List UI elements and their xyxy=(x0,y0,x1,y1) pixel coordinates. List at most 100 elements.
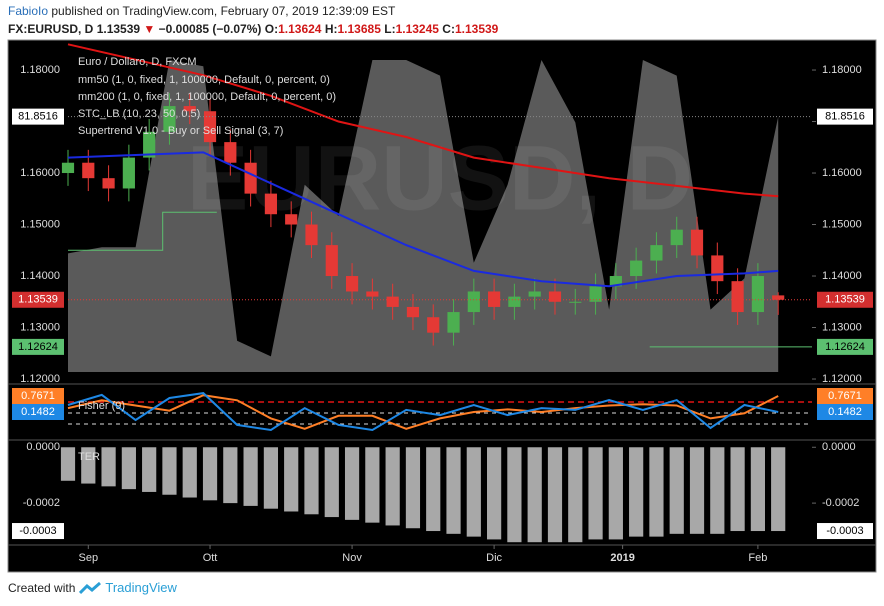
legend-title: Euro / Dollaro, D, FXCM xyxy=(78,56,197,68)
candle-body xyxy=(589,286,602,302)
ter-bar xyxy=(182,447,197,498)
candle-body xyxy=(143,131,156,158)
candle-body xyxy=(650,245,663,261)
ter-bar xyxy=(304,447,319,515)
candle-body xyxy=(569,301,582,303)
ter-bar xyxy=(223,447,238,504)
fisher-tag xyxy=(817,388,873,405)
ter-bar xyxy=(710,447,725,534)
legend-title: Fisher (9) xyxy=(78,400,125,412)
last-price: 1.13539 xyxy=(96,22,141,36)
author[interactable]: FabioIo xyxy=(8,4,49,18)
y-tick-label: 1.16000 xyxy=(822,167,862,179)
ter-bar xyxy=(629,447,644,537)
ter-bar xyxy=(121,447,136,490)
ter-bar xyxy=(365,447,380,523)
ter-bar xyxy=(202,447,218,501)
y-tick-label: 1.14000 xyxy=(20,270,60,282)
published: published on TradingView.com, February 0… xyxy=(51,4,396,18)
ter-bar xyxy=(101,447,116,487)
ohlc-value: 1.13685 xyxy=(337,22,381,36)
candle-body xyxy=(244,162,257,194)
candle-body xyxy=(82,162,95,179)
plot-area: EURUSD, D xyxy=(60,43,812,543)
y-tick-label: 1.18000 xyxy=(20,64,60,76)
candle-body xyxy=(224,142,237,163)
candle-body xyxy=(447,312,460,333)
ter-tag xyxy=(817,523,873,540)
y-tick-label: 0.0000 xyxy=(822,441,856,453)
ohlc-key: L: xyxy=(384,22,396,36)
y-tick-label: 0.0000 xyxy=(26,441,60,453)
quote-line: FX:EURUSD, D 1.13539 ▼ −0.00085 (−0.07%)… xyxy=(8,22,498,36)
price-tag-label: 1.13539 xyxy=(825,294,865,306)
candle-body xyxy=(183,106,196,112)
publish-line: FabioIo published on TradingView.com, Fe… xyxy=(8,4,395,18)
ter-bar xyxy=(162,447,177,495)
ter-bar xyxy=(263,447,279,509)
candle-body xyxy=(772,295,785,300)
candle-body xyxy=(508,296,521,307)
ter-bar xyxy=(405,447,421,529)
candle-body xyxy=(163,106,176,132)
candle-body xyxy=(366,291,379,297)
supertrend-tag xyxy=(12,338,64,355)
ter-tag xyxy=(12,523,64,540)
legend-title: TER xyxy=(78,451,100,463)
candle-body xyxy=(670,229,683,246)
ter-bar xyxy=(446,447,461,534)
ter-bar xyxy=(669,447,684,534)
ter-bar xyxy=(426,447,441,532)
ter-bar xyxy=(385,447,400,526)
fisher-tag-label: 0.1482 xyxy=(828,406,862,418)
y-tick-label: 1.15000 xyxy=(822,218,862,230)
ter-bar xyxy=(284,447,299,512)
y-tick-label: 1.14000 xyxy=(822,270,862,282)
candle-body xyxy=(203,111,217,143)
candle-body xyxy=(427,317,440,333)
ter-bar xyxy=(142,447,157,492)
y-tick-label: 1.13000 xyxy=(20,321,60,333)
ohlc-value: 1.13624 xyxy=(278,22,322,36)
ohlc-key: C: xyxy=(442,22,455,36)
candle-body xyxy=(711,255,724,282)
ter-bar xyxy=(689,447,705,534)
stc-tag-label: 81.8516 xyxy=(18,111,58,123)
candle-body xyxy=(386,296,399,307)
y-tick-label: 1.15000 xyxy=(20,218,60,230)
candle-body xyxy=(731,281,744,313)
ohlc-key: H: xyxy=(324,22,338,36)
ter-bar xyxy=(649,447,664,537)
supertrend-tag-label: 1.12624 xyxy=(825,341,865,353)
fisher-tag-label: 0.7671 xyxy=(21,390,55,402)
candle-body xyxy=(488,291,501,307)
candle-body xyxy=(305,224,318,246)
ter-tag-label: -0.0003 xyxy=(19,525,56,537)
ter-bar xyxy=(324,447,339,518)
candle-body xyxy=(325,245,338,277)
price-tag xyxy=(817,291,873,308)
ter-bar xyxy=(608,447,623,540)
ter-bar xyxy=(487,447,502,540)
x-tick-label: Feb xyxy=(748,552,767,564)
candle-body xyxy=(264,193,277,215)
fisher-tag-label: 0.1482 xyxy=(21,406,55,418)
footer: Created with TradingView xyxy=(8,580,177,595)
ter-bar xyxy=(243,447,258,506)
ter-bar xyxy=(60,447,76,481)
ohlc-key: O: xyxy=(264,22,279,36)
x-tick-label: Dic xyxy=(486,552,502,564)
x-tick-label: Nov xyxy=(342,552,362,564)
logo xyxy=(79,581,102,594)
ter-bar xyxy=(344,447,360,520)
x-tick-label: 2019 xyxy=(610,552,634,564)
candle-body xyxy=(61,162,75,174)
brand[interactable]: TradingView xyxy=(105,580,177,595)
ter-bar xyxy=(771,447,786,532)
ter-bar xyxy=(730,447,745,532)
price-tag-label: 1.13539 xyxy=(18,294,58,306)
supertrend-tag-label: 1.12624 xyxy=(18,341,58,353)
created-with: Created with xyxy=(8,580,76,595)
legend-entry: STC_LB (10, 23, 50, 0.5) xyxy=(78,108,200,120)
